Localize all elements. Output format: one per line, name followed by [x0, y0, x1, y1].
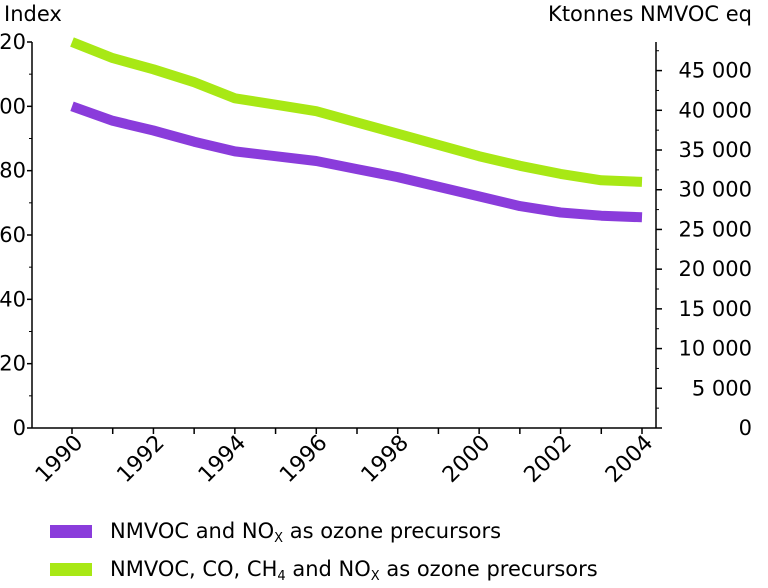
legend-item-nmvoc-nox: NMVOC and NOX as ozone precursors	[50, 512, 598, 550]
chart-series	[70, 37, 643, 223]
x-tick-label: 2004	[601, 431, 658, 488]
right-y-tick-label: 25 000	[679, 217, 752, 241]
right-axis-title: Ktonnes NMVOC eq	[548, 2, 752, 26]
x-tick-label: 1990	[31, 431, 88, 488]
x-tick-label: 1998	[357, 431, 414, 488]
right-y-tick-label: 40 000	[679, 98, 752, 122]
left-y-tick-label: 0	[13, 416, 26, 440]
x-tick-label: 1994	[194, 431, 251, 488]
legend-label-nmvoc-nox: NMVOC and NOX as ozone precursors	[110, 518, 502, 546]
x-tick-label: 2000	[438, 431, 495, 488]
legend-swatch-nmvoc-co-ch4-nox	[50, 562, 92, 576]
x-tick-label: 1996	[275, 431, 332, 488]
right-y-tick-label: 0	[739, 416, 752, 440]
x-tick-label: 2002	[520, 431, 577, 488]
left-y-tick-label: 80	[0, 159, 26, 183]
series-line-0	[70, 101, 643, 223]
left-y-tick-label: 20	[0, 352, 26, 376]
series-line-1	[70, 37, 643, 187]
chart-axes	[27, 41, 662, 434]
legend-label-nmvoc-co-ch4-nox: NMVOC, CO, CH4 and NOX as ozone precurso…	[110, 556, 598, 584]
right-y-tick-label: 45 000	[679, 59, 752, 83]
right-y-tick-label: 20 000	[679, 257, 752, 281]
chart-legend: NMVOC and NOX as ozone precursors NMVOC,…	[50, 512, 598, 588]
legend-swatch-nmvoc-nox	[50, 524, 92, 538]
chart-labels: 0 20 40 60 80 100 120 0 5 000 10 000 15 000 20 000 2…	[0, 2, 752, 488]
x-tick-label: 1992	[112, 431, 169, 488]
left-y-tick-label: 100	[0, 94, 26, 118]
left-axis-title: Index	[4, 2, 62, 26]
right-y-tick-label: 15 000	[679, 297, 752, 321]
right-y-tick-label: 5 000	[692, 376, 752, 400]
legend-item-nmvoc-co-ch4-nox: NMVOC, CO, CH4 and NOX as ozone precurso…	[50, 550, 598, 588]
left-y-tick-label: 40	[0, 287, 26, 311]
right-y-tick-label: 10 000	[679, 337, 752, 361]
right-y-tick-label: 35 000	[679, 138, 752, 162]
left-y-tick-label: 60	[0, 223, 26, 247]
right-y-tick-label: 30 000	[679, 178, 752, 202]
left-y-tick-label: 120	[0, 30, 26, 54]
